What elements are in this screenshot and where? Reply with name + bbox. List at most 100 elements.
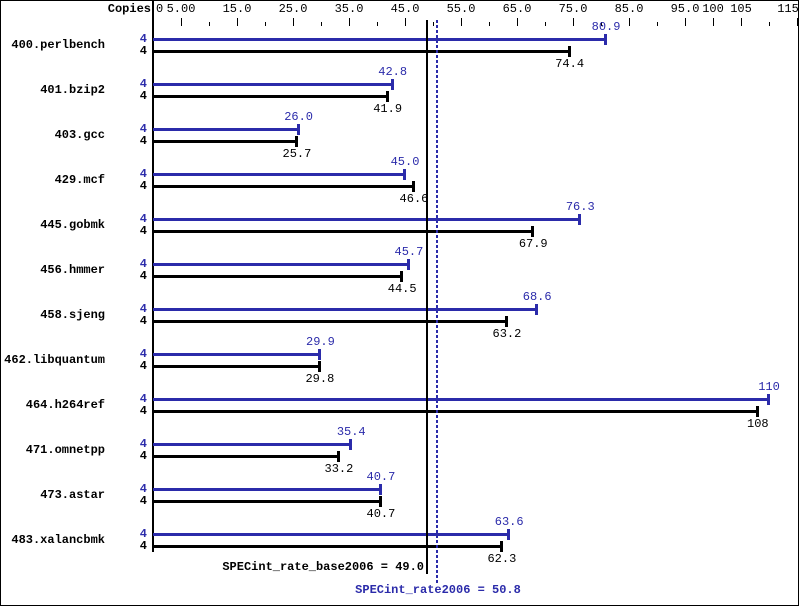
peak-bar-endcap	[406, 259, 410, 270]
base-value-label: 63.2	[492, 327, 522, 341]
peak-bar	[153, 353, 321, 356]
base-value-label: 40.7	[366, 507, 396, 521]
benchmark-label: 400.perlbench	[11, 38, 105, 52]
peak-bar	[153, 398, 769, 401]
peak-value-label: 76.3	[565, 200, 595, 214]
copies-value-peak: 4	[139, 392, 147, 406]
copies-value-peak: 4	[139, 77, 147, 91]
copies-value-base: 4	[139, 269, 147, 283]
copies-value-base: 4	[139, 89, 147, 103]
base-bar	[153, 545, 502, 548]
copies-value-base: 4	[139, 404, 147, 418]
peak-value-label: 63.6	[494, 515, 524, 529]
x-axis-minor-tick	[433, 22, 434, 26]
base-value-label: 62.3	[487, 552, 517, 566]
copies-value-base: 4	[139, 449, 147, 463]
copies-value-peak: 4	[139, 122, 147, 136]
peak-bar	[153, 218, 581, 221]
peak-value-label: 42.8	[378, 65, 408, 79]
peak-bar-endcap	[767, 394, 770, 405]
base-value-label: 108	[746, 417, 769, 431]
peak-value-label: 45.7	[394, 245, 424, 259]
benchmark-label: 429.mcf	[54, 173, 105, 187]
benchmark-label: 403.gcc	[54, 128, 105, 142]
peak-bar	[153, 308, 538, 311]
peak-bar-endcap	[390, 79, 394, 90]
x-axis-minor-tick	[209, 22, 210, 26]
peak-value-label: 110	[758, 380, 780, 394]
base-bar	[153, 410, 758, 413]
base-value-label: 67.9	[518, 237, 548, 251]
base-bar	[153, 275, 403, 278]
copies-value-peak: 4	[139, 32, 147, 46]
x-axis-major-tick	[461, 18, 462, 26]
base-bar-endcap	[531, 226, 535, 237]
peak-bar	[153, 173, 405, 176]
peak-bar-endcap	[604, 34, 608, 45]
x-axis-tick-label: 65.0	[502, 2, 532, 16]
base-bar-endcap	[400, 271, 404, 282]
peak-value-label: 80.9	[591, 20, 621, 34]
peak-rate-summary-text: SPECint_rate2006 = 50.8	[355, 583, 521, 597]
base-bar-endcap	[385, 91, 389, 102]
base-bar	[153, 455, 339, 458]
x-axis-minor-tick	[377, 22, 378, 26]
copies-value-peak: 4	[139, 527, 147, 541]
x-axis-minor-tick	[601, 22, 602, 26]
x-axis-tick-label: 25.0	[278, 2, 308, 16]
x-axis-tick-label: 115	[777, 2, 799, 16]
base-value-label: 25.7	[282, 147, 312, 161]
x-axis-major-tick	[797, 18, 798, 26]
copies-value-base: 4	[139, 359, 147, 373]
peak-value-label: 40.7	[366, 470, 396, 484]
benchmark-label: 464.h264ref	[25, 398, 105, 412]
x-axis-tick-label: 45.0	[390, 2, 420, 16]
x-axis-tick-label: 15.0	[222, 2, 252, 16]
base-bar	[153, 320, 507, 323]
peak-bar-endcap	[349, 439, 353, 450]
peak-value-label: 35.4	[336, 425, 366, 439]
peak-value-label: 29.9	[306, 335, 335, 349]
x-axis-major-tick	[237, 18, 238, 26]
x-axis-major-tick	[293, 18, 294, 26]
base-bar-endcap	[294, 136, 298, 147]
base-bar-endcap	[755, 406, 759, 417]
base-reference-line	[426, 20, 428, 574]
copies-value-base: 4	[139, 44, 147, 58]
x-axis-major-tick	[741, 18, 742, 26]
x-axis-major-tick	[349, 18, 350, 26]
base-value-label: 44.5	[387, 282, 417, 296]
x-axis-major-tick	[181, 18, 182, 26]
benchmark-label: 458.sjeng	[40, 308, 105, 322]
peak-value-label: 45.0	[390, 155, 420, 169]
base-bar	[153, 230, 534, 233]
copies-value-base: 4	[139, 224, 147, 238]
copies-value-base: 4	[139, 314, 147, 328]
x-axis-minor-tick	[769, 22, 770, 26]
x-axis-minor-tick	[489, 22, 490, 26]
x-axis-major-tick	[517, 18, 518, 26]
x-axis-tick-label: 75.0	[558, 2, 588, 16]
base-value-label: 46.6	[399, 192, 429, 206]
base-bar	[153, 140, 297, 143]
base-bar-endcap	[378, 496, 382, 507]
copies-value-base: 4	[139, 134, 147, 148]
peak-bar-endcap	[507, 529, 511, 540]
base-bar	[153, 365, 320, 368]
peak-bar	[153, 263, 409, 266]
benchmark-label: 462.libquantum	[4, 353, 105, 367]
benchmark-label: 471.omnetpp	[25, 443, 105, 457]
base-rate-summary-text: SPECint_rate_base2006 = 49.0	[222, 560, 424, 574]
base-bar	[153, 95, 388, 98]
peak-bar-endcap	[296, 124, 300, 135]
benchmark-label: 445.gobmk	[40, 218, 105, 232]
base-bar	[153, 185, 414, 188]
x-axis-tick-label: 95.0	[670, 2, 700, 16]
benchmark-label: 401.bzip2	[40, 83, 105, 97]
copies-value-peak: 4	[139, 257, 147, 271]
x-axis-tick-label: 5.00	[166, 2, 196, 16]
x-axis-tick-label: 0	[156, 2, 164, 16]
peak-bar	[153, 128, 299, 131]
base-value-label: 74.4	[555, 57, 585, 71]
